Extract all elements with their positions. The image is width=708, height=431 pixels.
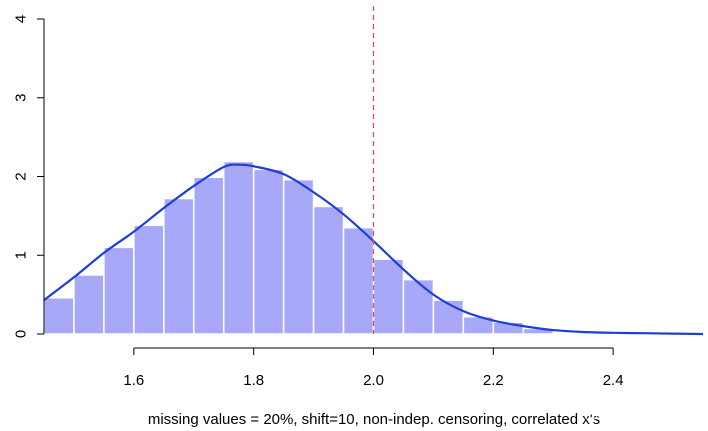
histogram-bar-12 [402, 278, 435, 335]
x-tick-label-1.6: 1.6 [123, 372, 144, 389]
histogram-bar-7 [252, 168, 285, 335]
histogram-bar-8 [282, 178, 315, 335]
histogram-bar-10 [342, 226, 375, 335]
histogram-bar-3 [133, 224, 165, 335]
histogram-bar-13 [432, 299, 465, 335]
x-axis-label: missing values = 20%, shift=10, non-inde… [148, 411, 600, 428]
x-tick-label-2.2: 2.2 [483, 372, 504, 389]
histogram-bar-2 [103, 246, 135, 335]
x-tick-label-2.4: 2.4 [603, 372, 624, 389]
density-curve [43, 163, 704, 336]
histogram-bar-4 [163, 197, 195, 335]
histogram-bar-1 [73, 274, 105, 335]
histogram-bars [43, 160, 554, 335]
histogram-bar-0 [43, 297, 75, 335]
density-curve-group [43, 163, 704, 336]
x-tick-label-2.0: 2.0 [363, 372, 384, 389]
histogram-bar-5 [193, 176, 225, 335]
histogram-bar-6 [222, 160, 255, 335]
y-tick-label-2: 2 [13, 172, 30, 180]
histogram-bar-9 [312, 205, 345, 335]
histogram-bar-11 [372, 258, 405, 335]
y-tick-label-0: 0 [13, 330, 30, 338]
watermark-text: @稀土掘金技术社区 [585, 408, 702, 424]
x-axis: 1.6 1.8 2.0 2.2 2.4 [123, 347, 624, 389]
y-axis: 0 1 2 3 4 [13, 15, 45, 338]
y-tick-label-1: 1 [13, 251, 30, 259]
x-tick-label-1.8: 1.8 [243, 372, 264, 389]
y-tick-label-4: 4 [13, 15, 30, 23]
y-tick-label-3: 3 [13, 94, 30, 102]
